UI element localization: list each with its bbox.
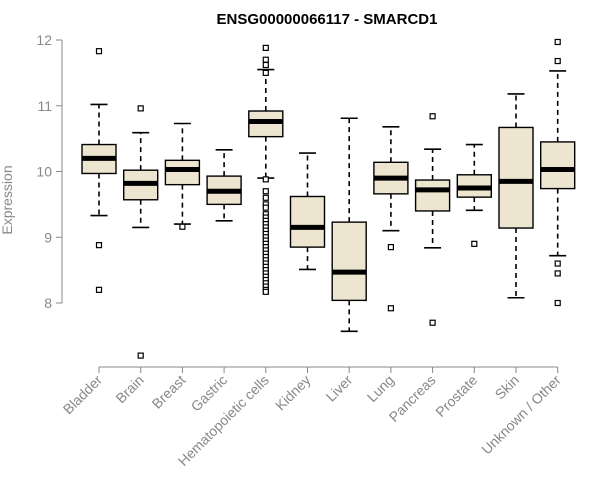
box-hematopoietic-cells — [248, 44, 284, 295]
outlier-point — [95, 48, 103, 55]
outlier-point — [554, 270, 561, 277]
y-tick-label: 9 — [44, 229, 52, 245]
box-gastric — [206, 149, 242, 222]
outlier-point — [137, 352, 144, 359]
x-tick-label: Skin — [492, 372, 523, 403]
outlier-point — [179, 223, 186, 230]
x-tick-label: Breast — [149, 372, 189, 412]
axes: 8 9 10 11 12 — [36, 32, 558, 368]
y-tick-label: 11 — [37, 98, 52, 114]
outlier-point — [95, 242, 103, 249]
x-tick-label: Liver — [323, 372, 356, 405]
iqr-box — [289, 195, 326, 248]
box-bladder — [81, 48, 117, 293]
iqr-box — [164, 159, 201, 186]
outlier-point — [262, 194, 269, 201]
outlier-point — [471, 240, 478, 247]
box-breast — [164, 122, 201, 230]
chart-title: ENSG00000066117 - SMARCD1 — [217, 11, 438, 28]
outlier-point — [262, 69, 269, 76]
outlier-point — [137, 105, 144, 112]
outlier-point — [262, 288, 269, 295]
outlier-point — [429, 319, 436, 326]
outlier-point — [262, 44, 269, 51]
outlier-point — [429, 113, 436, 120]
box-lung — [373, 125, 409, 312]
iqr-box — [331, 221, 367, 302]
box-prostate — [456, 143, 492, 247]
box-brain — [122, 105, 159, 359]
box-kidney — [289, 152, 326, 271]
box-pancreas — [414, 113, 451, 326]
outlier-point — [262, 176, 269, 183]
outlier-point — [262, 188, 269, 195]
outlier-point — [95, 286, 103, 293]
outlier-point — [262, 204, 269, 211]
outlier-point — [554, 299, 561, 307]
y-axis-label: Expression — [0, 165, 15, 234]
outlier-point — [262, 61, 269, 69]
y-tick-label: 8 — [44, 295, 52, 311]
outlier-point — [554, 260, 561, 267]
outlier-point — [387, 305, 394, 312]
x-tick-label: Brain — [112, 372, 146, 406]
box-liver — [331, 117, 367, 333]
outlier-point — [554, 38, 561, 46]
x-tick-label: Bladder — [60, 372, 106, 418]
iqr-box — [540, 141, 576, 190]
boxes — [81, 38, 576, 359]
x-tick-label: Unknown / Other — [478, 372, 564, 458]
iqr-box — [498, 126, 534, 229]
x-tick-label: Kidney — [272, 372, 314, 414]
y-tick-label: 10 — [36, 164, 52, 180]
outlier-point — [387, 244, 394, 251]
box-skin — [498, 93, 534, 299]
x-tick-label: Prostate — [432, 372, 480, 420]
outlier-point — [554, 57, 561, 65]
iqr-box — [414, 179, 451, 212]
x-tick-label: Lung — [364, 372, 397, 405]
y-tick-label: 12 — [36, 32, 52, 48]
outlier-point — [262, 56, 269, 63]
box-unknown-other — [540, 38, 576, 307]
